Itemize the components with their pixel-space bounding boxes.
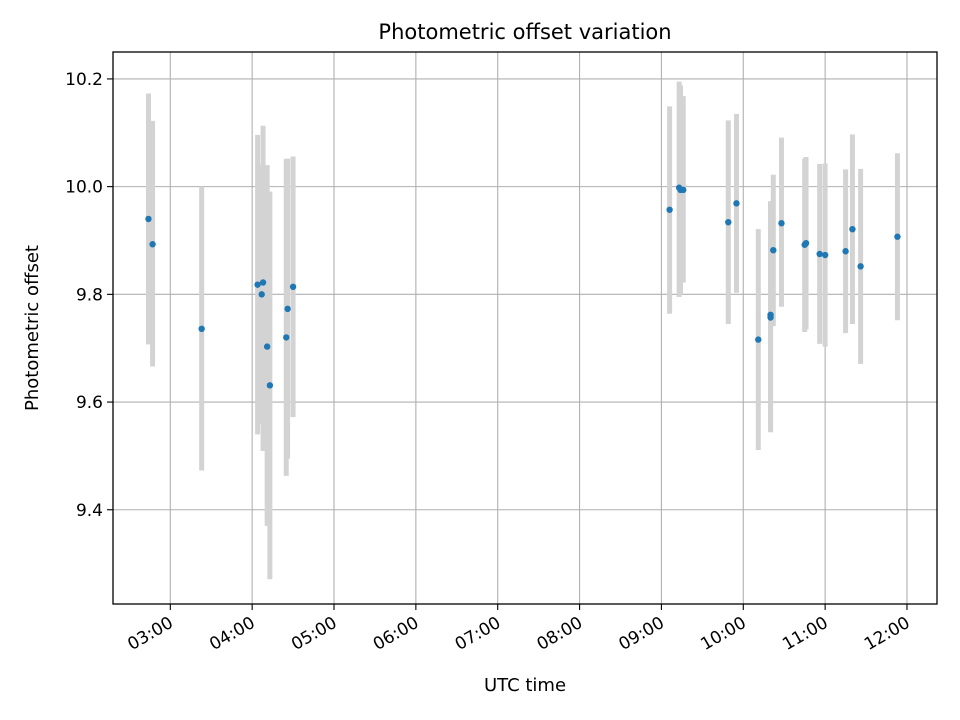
data-point xyxy=(802,239,810,247)
data-point xyxy=(816,250,823,258)
data-point xyxy=(770,246,777,254)
data-point xyxy=(680,186,687,194)
y-tick-label: 10.0 xyxy=(65,178,103,198)
data-point xyxy=(254,281,261,288)
data-points xyxy=(145,184,901,389)
data-point xyxy=(894,233,901,240)
data-point xyxy=(767,314,774,321)
data-point xyxy=(283,334,290,341)
data-point xyxy=(778,220,785,227)
data-point xyxy=(849,225,856,233)
data-point xyxy=(149,241,156,248)
x-axis-label: UTC time xyxy=(484,675,566,696)
data-point xyxy=(725,218,732,226)
data-point xyxy=(821,251,829,259)
y-tick-label: 9.4 xyxy=(76,501,103,521)
data-point xyxy=(842,248,849,255)
y-axis-label: Photometric offset xyxy=(22,245,43,411)
data-point xyxy=(857,263,864,270)
data-point xyxy=(259,279,267,286)
data-point xyxy=(258,291,265,298)
y-axis-ticks: 9.4 9.6 9.8 10.0 10.2 xyxy=(65,70,113,521)
data-point xyxy=(266,382,274,389)
data-point xyxy=(284,305,291,313)
plot-frame xyxy=(112,51,938,605)
data-point xyxy=(198,325,205,333)
data-point xyxy=(733,200,740,207)
y-tick-label: 9.6 xyxy=(76,393,103,413)
chart-title: Photometric offset variation xyxy=(378,20,671,44)
y-tick-label: 10.2 xyxy=(65,70,103,90)
data-point xyxy=(666,206,673,213)
data-point xyxy=(289,283,297,291)
data-point xyxy=(145,215,152,223)
y-tick-label: 9.8 xyxy=(76,285,103,305)
grid xyxy=(113,52,937,604)
data-point xyxy=(755,336,762,343)
data-point xyxy=(263,343,271,350)
